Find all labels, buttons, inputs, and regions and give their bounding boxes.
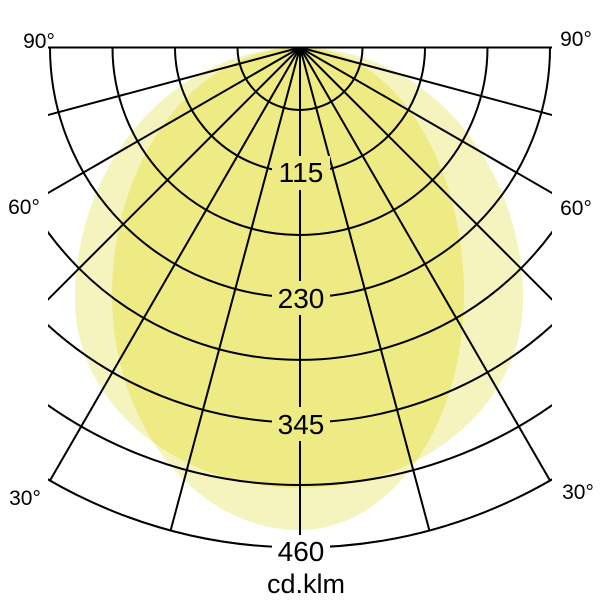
radial-tick-labels: 115 230 345 460 bbox=[278, 157, 325, 567]
tick-label-halos bbox=[272, 156, 330, 566]
grid-radial-line bbox=[48, 46, 301, 195]
radial-tick-label-460: 460 bbox=[278, 536, 325, 567]
angle-label-right-90: 90° bbox=[560, 28, 592, 51]
angle-labels: 90° 90° 60° 60° 30° 30° bbox=[8, 28, 594, 510]
radial-tick-label-230: 230 bbox=[278, 283, 325, 314]
halo-345 bbox=[272, 407, 330, 441]
angle-label-right-60: 60° bbox=[560, 197, 592, 220]
unit-label: cd.klm bbox=[267, 569, 345, 599]
angle-label-left-60: 60° bbox=[8, 196, 40, 219]
grid-radial-line bbox=[169, 47, 301, 531]
angle-label-left-90: 90° bbox=[23, 30, 55, 53]
grid-radial-line bbox=[48, 46, 301, 117]
grid-radial-line bbox=[299, 46, 552, 117]
grid-radial-line bbox=[299, 47, 431, 531]
radial-tick-label-115: 115 bbox=[279, 157, 324, 188]
halo-115 bbox=[272, 156, 330, 190]
angle-label-left-30: 30° bbox=[9, 487, 41, 510]
grid-radial-line bbox=[299, 46, 551, 482]
halo-230 bbox=[272, 281, 330, 315]
radial-tick-label-345: 345 bbox=[278, 409, 325, 440]
grid-radial-line bbox=[299, 46, 552, 195]
grid-radial-line bbox=[299, 46, 552, 301]
halo-460 bbox=[272, 535, 330, 566]
grid-radial-line bbox=[49, 46, 301, 482]
angle-label-right-30: 30° bbox=[562, 481, 594, 504]
grid-radial-line bbox=[48, 46, 301, 301]
